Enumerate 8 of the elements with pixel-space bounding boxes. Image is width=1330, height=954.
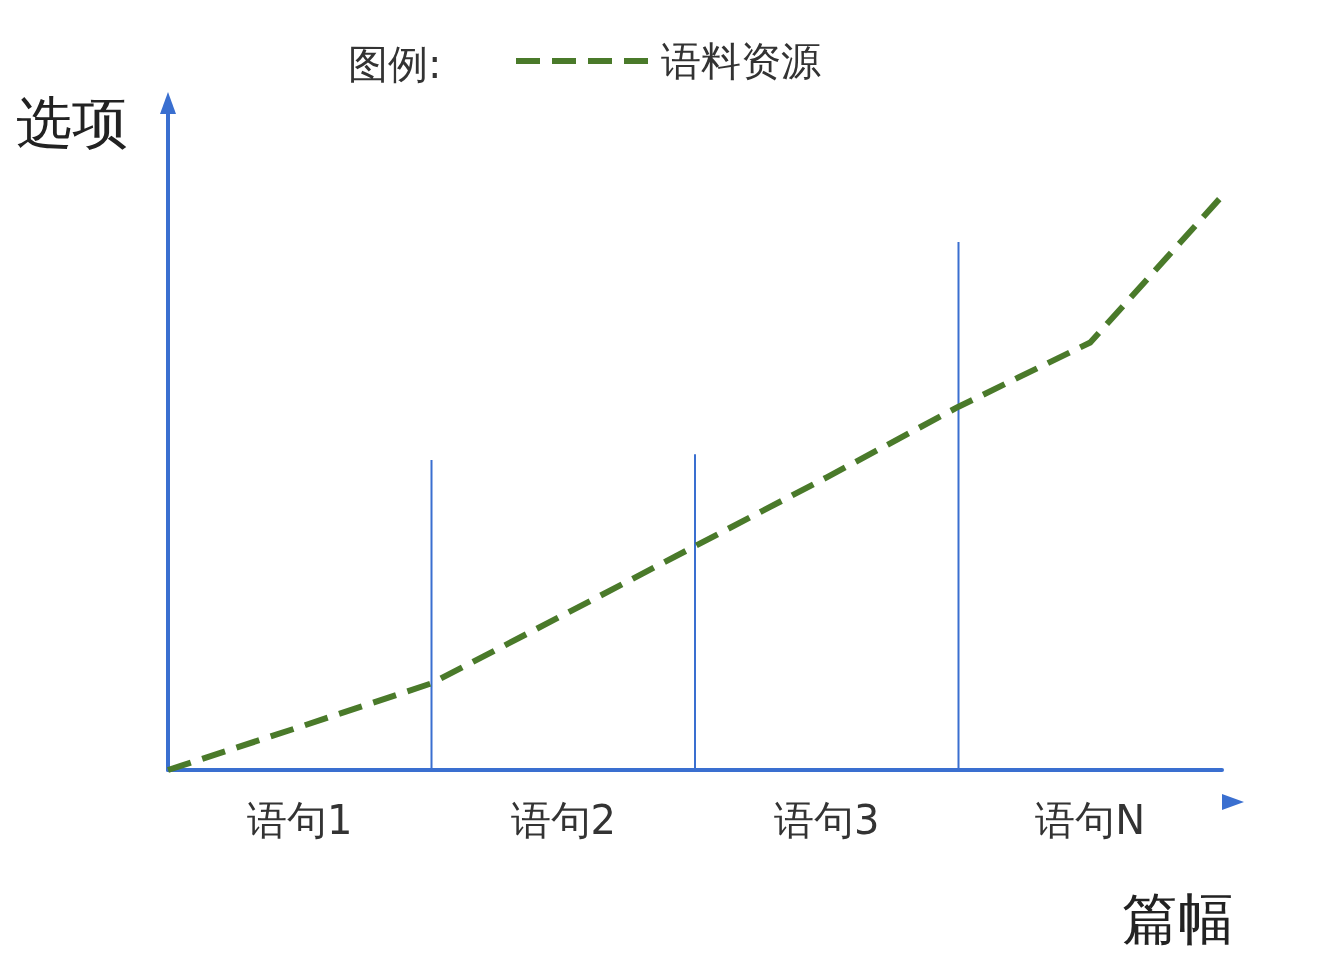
x-axis-title: 篇幅: [1122, 885, 1234, 951]
legend-title: 图例:: [348, 41, 442, 87]
legend-label: 语料资源: [661, 38, 821, 84]
y-axis-title: 选项: [16, 89, 128, 155]
x-tick-label: 语句2: [510, 797, 616, 843]
x-tick-label: 语句3: [774, 797, 880, 843]
x-tick-label: 语句N: [1035, 797, 1146, 843]
x-tick-label: 语句1: [247, 797, 353, 843]
